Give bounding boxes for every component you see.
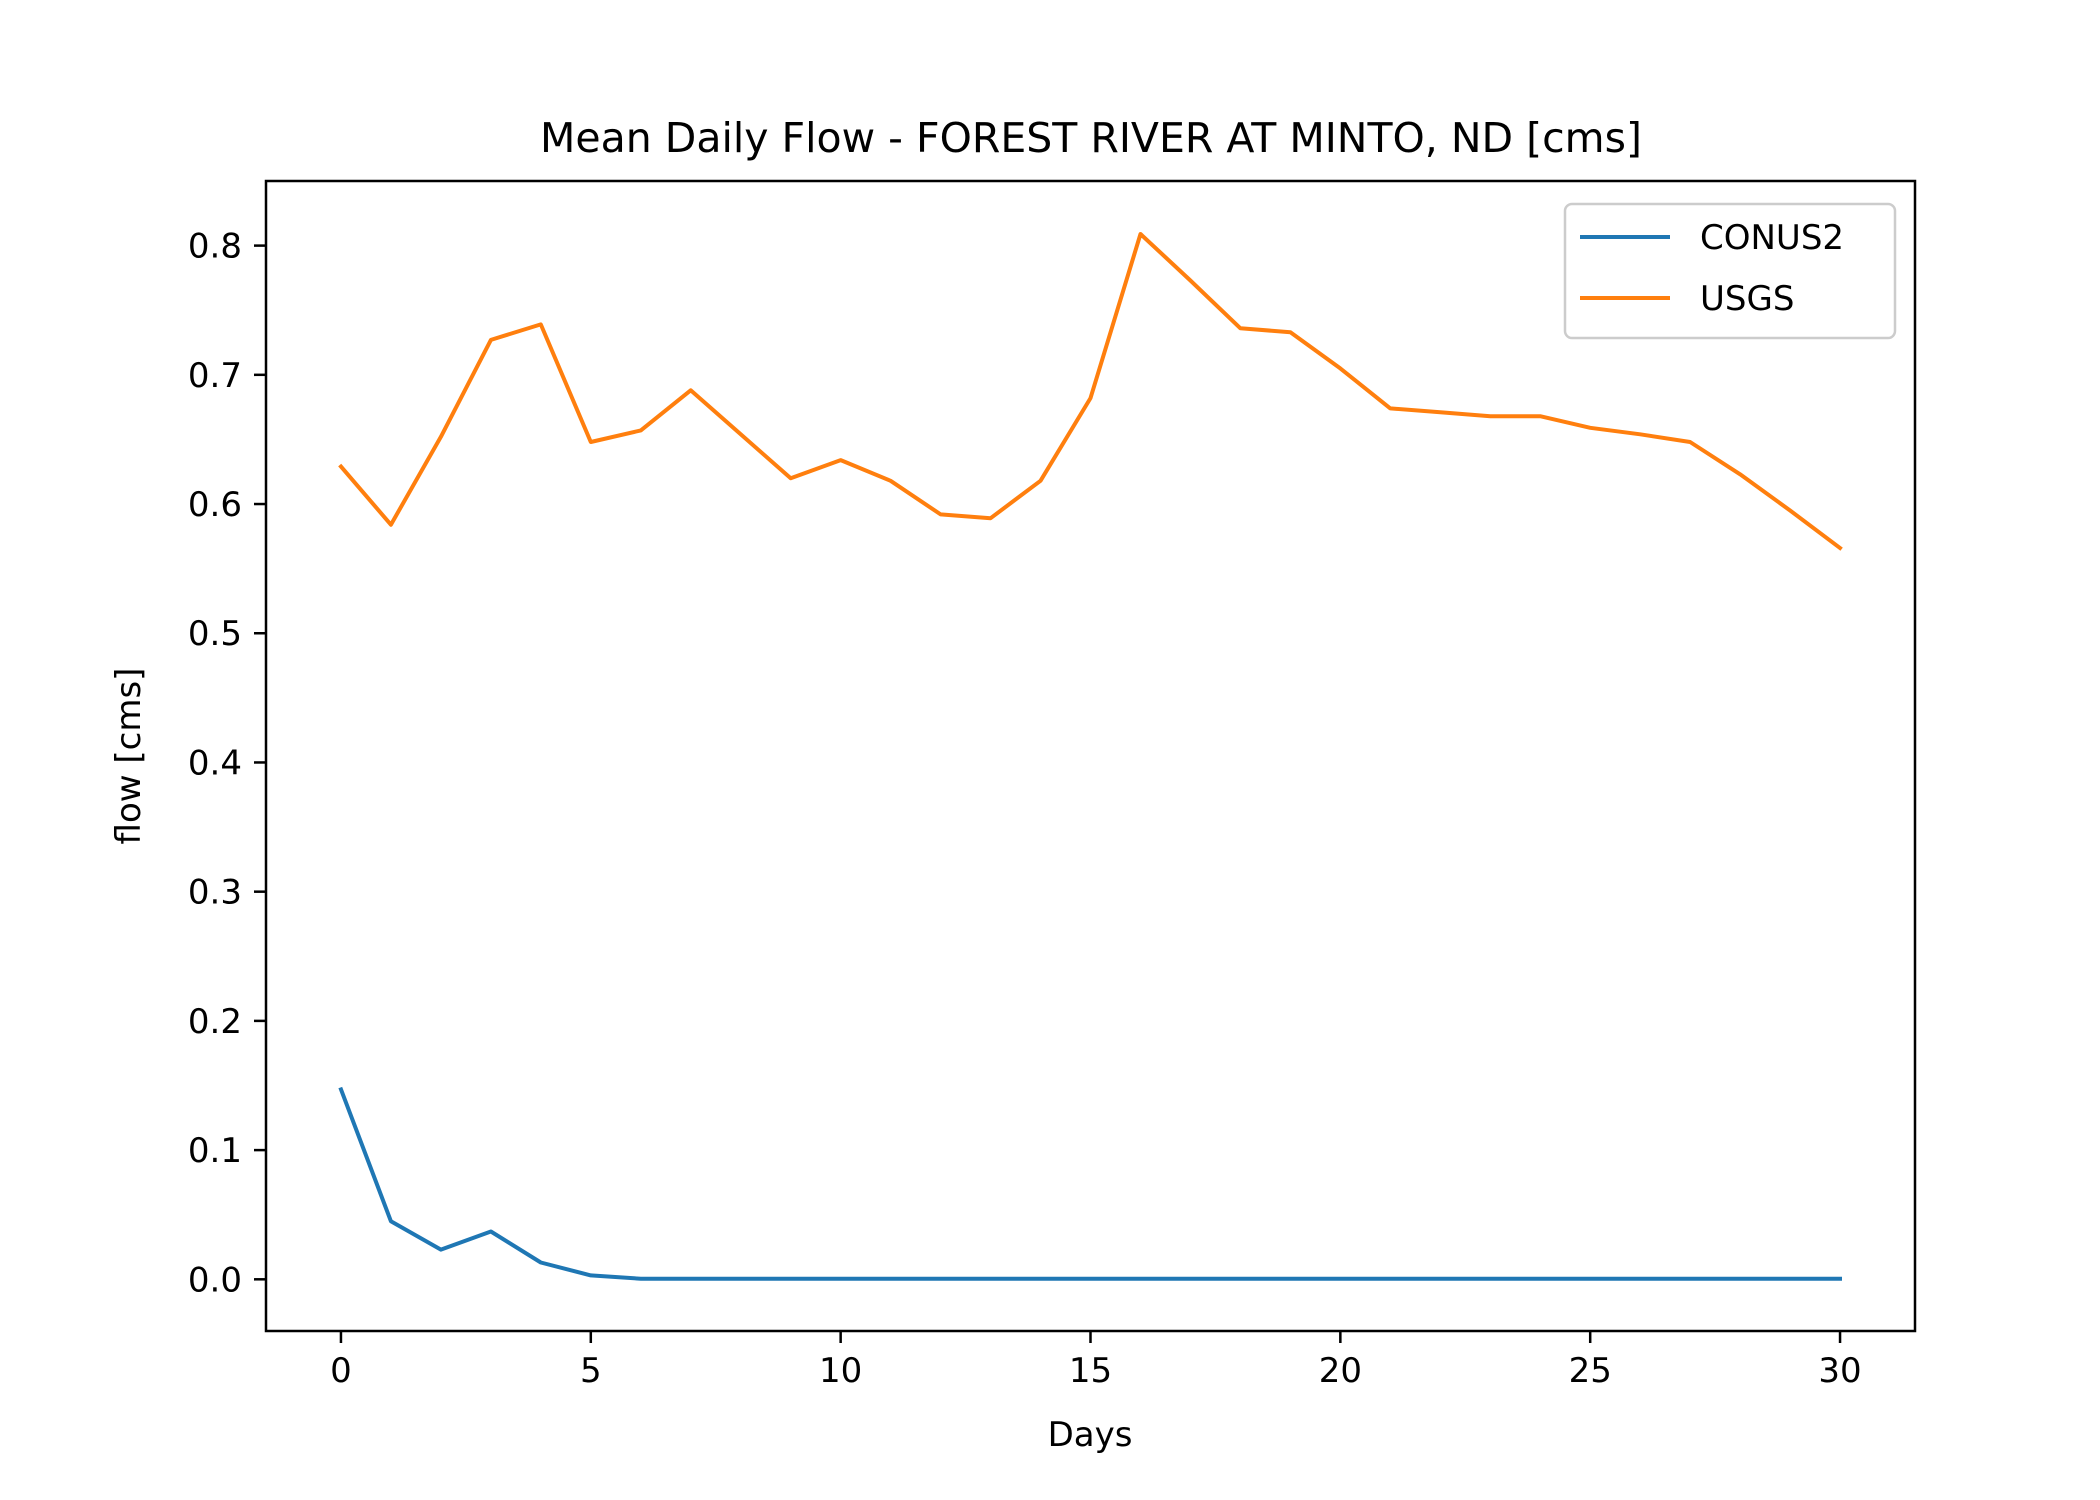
x-tick-label: 15	[1069, 1351, 1112, 1391]
y-axis-label: flow [cms]	[109, 668, 149, 845]
series-line-usgs	[338, 232, 1843, 551]
legend-label-usgs: USGS	[1700, 279, 1794, 319]
x-tick-label: 0	[330, 1351, 352, 1391]
x-tick-label: 10	[819, 1351, 862, 1391]
chart-title: Mean Daily Flow - FOREST RIVER AT MINTO,…	[540, 114, 1642, 162]
x-tick-label: 30	[1818, 1351, 1861, 1391]
y-tick-label: 0.3	[188, 873, 242, 913]
series-lines	[338, 232, 1843, 1281]
y-tick-label: 0.6	[188, 485, 242, 525]
legend: CONUS2 USGS	[1563, 202, 1897, 340]
x-tick-label: 5	[580, 1351, 602, 1391]
y-tick-label: 0.8	[188, 227, 242, 267]
series-line-conus2	[338, 1086, 1842, 1281]
axes-frame	[264, 179, 1917, 1333]
x-axis-label: Days	[1048, 1415, 1133, 1455]
x-tick-label: 20	[1319, 1351, 1362, 1391]
legend-label-conus2: CONUS2	[1700, 218, 1844, 258]
y-tick-label: 0.1	[188, 1131, 242, 1171]
y-axis-ticks: 0.0 0.1 0.2 0.3 0.4 0.5 0.6 0.7 0.8	[188, 227, 266, 1300]
x-axis-ticks: 0 5 10 15 20 25 30	[330, 1331, 1862, 1391]
y-tick-label: 0.2	[188, 1002, 242, 1042]
x-tick-label: 25	[1569, 1351, 1612, 1391]
y-tick-label: 0.0	[188, 1260, 242, 1300]
y-tick-label: 0.7	[188, 356, 242, 396]
y-tick-label: 0.5	[188, 614, 242, 654]
y-tick-label: 0.4	[188, 743, 242, 783]
